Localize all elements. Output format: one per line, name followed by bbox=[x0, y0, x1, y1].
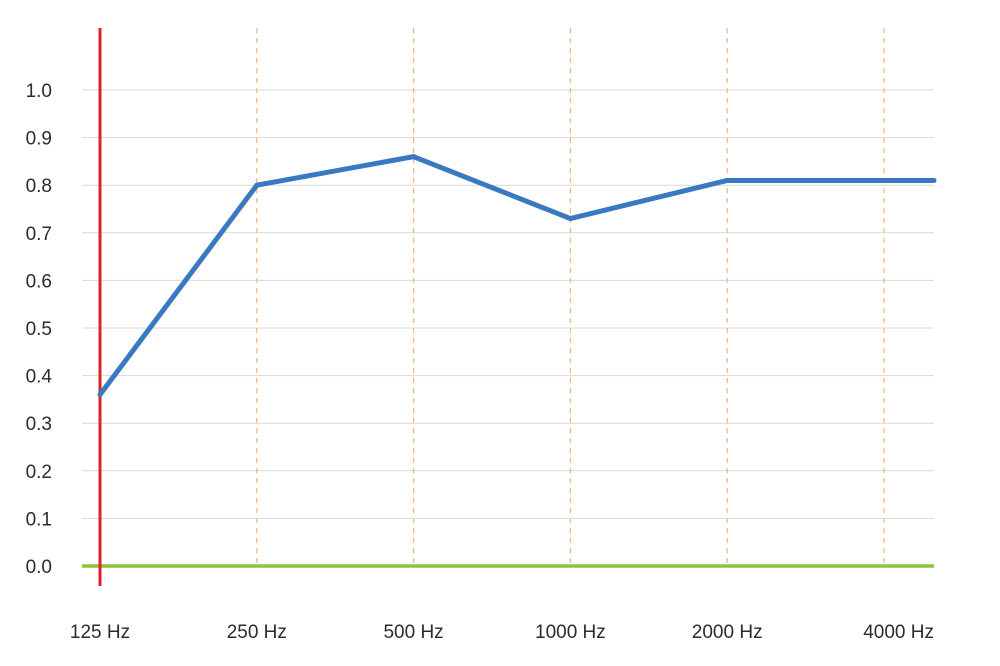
x-tick-label: 250 Hz bbox=[227, 622, 287, 643]
series-point bbox=[724, 177, 730, 183]
series-point bbox=[254, 182, 260, 188]
y-tick-label: 0.9 bbox=[26, 129, 52, 150]
series-point bbox=[931, 177, 937, 183]
series-point bbox=[411, 154, 417, 160]
y-tick-label: 0.6 bbox=[26, 271, 52, 292]
y-tick-label: 0.8 bbox=[26, 176, 52, 197]
x-tick-labels: 125 Hz 250 Hz 500 Hz 1000 Hz 2000 Hz 4000 Hz bbox=[70, 622, 934, 643]
y-tick-label: 0.7 bbox=[26, 224, 52, 245]
horizontal-gridlines bbox=[82, 89, 934, 519]
x-tick-label: 500 Hz bbox=[383, 622, 443, 643]
y-tick-label: 1.0 bbox=[26, 81, 52, 102]
series-group bbox=[97, 154, 937, 398]
x-tick-label: 125 Hz bbox=[70, 622, 130, 643]
y-tick-label: 0.1 bbox=[26, 509, 52, 530]
y-tick-label: 0.2 bbox=[26, 462, 52, 483]
series-line bbox=[97, 154, 934, 397]
vertical-gridlines bbox=[256, 28, 885, 566]
y-tick-label: 0.0 bbox=[26, 557, 52, 578]
x-tick-label: 2000 Hz bbox=[692, 622, 763, 643]
y-tick-label: 0.5 bbox=[26, 319, 52, 340]
series-point bbox=[97, 392, 103, 398]
series-point bbox=[567, 216, 573, 222]
y-tick-label: 0.3 bbox=[26, 414, 52, 435]
x-tick-label: 4000 Hz bbox=[863, 622, 934, 643]
y-tick-label: 0.4 bbox=[26, 367, 53, 388]
x-tick-label: 1000 Hz bbox=[535, 622, 606, 643]
y-tick-labels: 0.0 0.1 0.2 0.3 0.4 0.5 0.6 0.7 0.8 0.9 1.0 bbox=[26, 81, 53, 578]
